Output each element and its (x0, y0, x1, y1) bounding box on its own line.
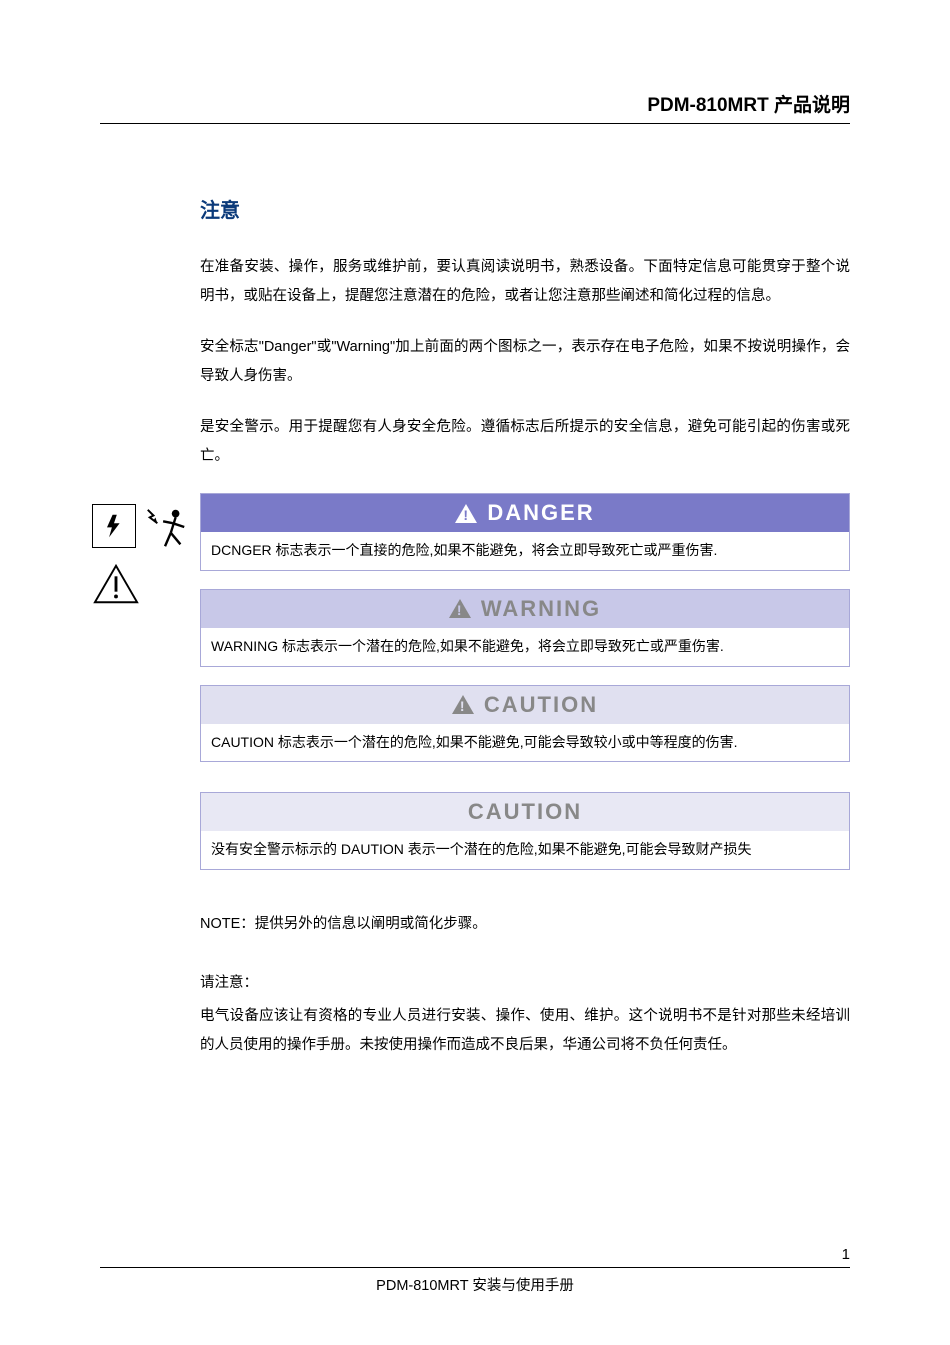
danger-text: DCNGER 标志表示一个直接的危险,如果不能避免，将会立即导致死亡或严重伤害. (201, 532, 849, 570)
caution1-label: CAUTION (484, 692, 598, 718)
warning-box: WARNING WARNING 标志表示一个潜在的危险,如果不能避免，将会立即导… (200, 589, 850, 667)
warning-triangle-icon (92, 562, 140, 606)
attention-heading: 请注意： (200, 969, 850, 998)
icon-column (100, 194, 200, 1082)
warning-label: WARNING (481, 596, 601, 622)
electric-shock-icon (92, 504, 136, 548)
warning-header: WARNING (201, 590, 849, 628)
page-number: 1 (842, 1246, 850, 1263)
page-footer: 1 PDM-810MRT 安装与使用手册 (100, 1267, 850, 1295)
notice-paragraph-1: 在准备安装、操作，服务或维护前，要认真阅读说明书，熟悉设备。下面特定信息可能贯穿… (200, 253, 850, 311)
danger-triangle-icon (455, 504, 477, 523)
warning-text: WARNING 标志表示一个潜在的危险,如果不能避免，将会立即导致死亡或严重伤害… (201, 628, 849, 666)
warning-triangle-icon (449, 599, 471, 618)
attention-text: 电气设备应该让有资格的专业人员进行安装、操作、使用、维护。这个说明书不是针对那些… (200, 1002, 850, 1060)
main-content: 注意 在准备安装、操作，服务或维护前，要认真阅读说明书，熟悉设备。下面特定信息可… (200, 194, 850, 1082)
caution-box-2: CAUTION 没有安全警示标示的 DAUTION 表示一个潜在的危险,如果不能… (200, 792, 850, 870)
notice-paragraph-2: 安全标志"Danger"或"Warning"加上前面的两个图标之一，表示存在电子… (200, 333, 850, 391)
caution2-text: 没有安全警示标示的 DAUTION 表示一个潜在的危险,如果不能避免,可能会导致… (201, 831, 849, 869)
safety-icons-group (92, 504, 190, 611)
danger-label: DANGER (487, 500, 594, 526)
notice-heading: 注意 (200, 194, 850, 223)
caution2-header: CAUTION (201, 793, 849, 831)
caution-box-1: CAUTION CAUTION 标志表示一个潜在的危险,如果不能避免,可能会导致… (200, 685, 850, 763)
note-text: NOTE：提供另外的信息以阐明或简化步骤。 (200, 910, 850, 939)
danger-header: DANGER (201, 494, 849, 532)
document-page: PDM-810MRT 产品说明 (0, 0, 950, 1345)
caution1-header: CAUTION (201, 686, 849, 724)
notice-paragraph-3: 是安全警示。用于提醒您有人身安全危险。遵循标志后所提示的安全信息，避免可能引起的… (200, 413, 850, 471)
danger-box: DANGER DCNGER 标志表示一个直接的危险,如果不能避免，将会立即导致死… (200, 493, 850, 571)
page-header-title: PDM-810MRT 产品说明 (100, 90, 850, 124)
caution-triangle-icon (452, 695, 474, 714)
caution1-text: CAUTION 标志表示一个潜在的危险,如果不能避免,可能会导致较小或中等程度的… (201, 724, 849, 762)
caution2-label: CAUTION (468, 799, 582, 825)
person-shock-icon (142, 504, 190, 552)
content-wrapper: 注意 在准备安装、操作，服务或维护前，要认真阅读说明书，熟悉设备。下面特定信息可… (100, 194, 850, 1082)
footer-text: PDM-810MRT 安装与使用手册 (100, 1274, 850, 1295)
